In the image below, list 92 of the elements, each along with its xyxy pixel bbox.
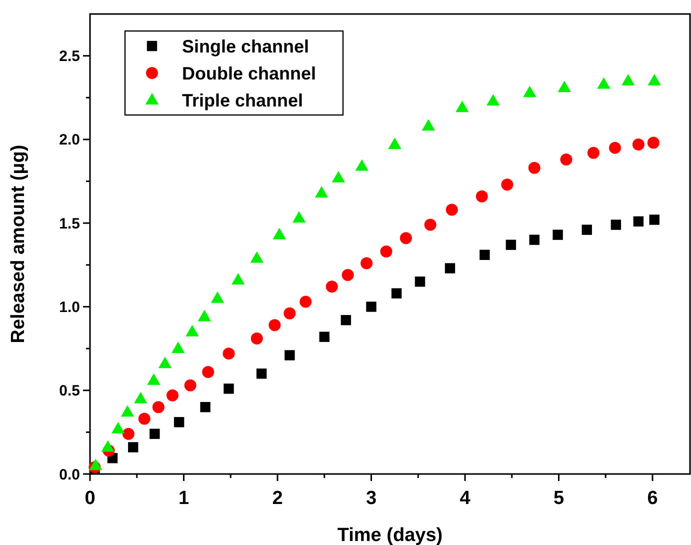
point	[332, 171, 346, 182]
point	[422, 119, 436, 131]
point	[122, 428, 134, 440]
x-axis-title: Time (days)	[337, 525, 443, 545]
point	[147, 373, 160, 385]
y-tick-label: 1.0	[59, 298, 80, 316]
y-tick-label: 1.5	[59, 215, 80, 232]
point	[424, 218, 436, 231]
point	[355, 159, 368, 171]
legend-label: Double channel	[182, 63, 316, 84]
x-tick-label: 2	[272, 488, 283, 509]
point	[272, 228, 286, 240]
point	[480, 250, 490, 260]
point	[200, 402, 210, 412]
point	[632, 138, 644, 150]
point	[582, 224, 592, 235]
point	[528, 162, 540, 174]
x-tick-label: 0	[84, 488, 96, 509]
point	[486, 94, 500, 106]
point	[292, 211, 306, 223]
point	[560, 154, 572, 166]
point	[284, 350, 295, 360]
point	[340, 315, 352, 326]
point	[647, 136, 660, 149]
point	[300, 296, 312, 308]
y-axis-title: Released amount (μg)	[8, 144, 29, 344]
point	[120, 405, 134, 417]
point	[284, 307, 296, 320]
point	[184, 379, 196, 392]
y-tick-label: 2.5	[59, 48, 80, 66]
point	[152, 401, 164, 414]
point	[446, 204, 458, 216]
point	[366, 302, 376, 312]
point	[523, 86, 536, 98]
point	[232, 273, 245, 284]
x-tick-label: 6	[647, 488, 658, 509]
point	[222, 348, 235, 360]
point	[380, 246, 392, 258]
point	[649, 214, 660, 225]
point	[112, 422, 125, 434]
point	[558, 80, 571, 92]
point	[476, 190, 488, 202]
point	[150, 428, 160, 439]
point	[89, 458, 102, 470]
x-tick-label: 1	[178, 488, 190, 509]
point	[250, 251, 264, 263]
point	[210, 291, 224, 303]
point	[456, 100, 469, 112]
point	[506, 240, 516, 250]
legend-label: Single channel	[182, 36, 310, 56]
point	[128, 442, 138, 452]
point	[256, 368, 267, 379]
point	[326, 280, 338, 293]
y-tick-label: 0.5	[59, 382, 80, 400]
point	[648, 74, 661, 86]
point	[224, 384, 234, 394]
point	[174, 417, 184, 428]
x-tick-label: 5	[553, 488, 564, 509]
point	[158, 356, 172, 368]
point	[172, 342, 185, 354]
point	[552, 230, 563, 240]
point	[138, 412, 150, 425]
x-tick-label: 4	[460, 488, 471, 509]
point	[101, 440, 114, 452]
point	[202, 366, 214, 378]
point	[610, 220, 622, 230]
point	[400, 232, 412, 244]
point	[587, 146, 600, 159]
point	[250, 332, 263, 345]
point	[166, 389, 178, 402]
point	[268, 319, 281, 332]
point	[360, 257, 373, 270]
y-tick-label: 2.0	[59, 132, 80, 149]
point	[314, 186, 328, 198]
point	[529, 234, 540, 245]
point	[391, 288, 402, 298]
point	[633, 216, 644, 227]
point	[134, 392, 148, 404]
y-tick-label: 0.0	[59, 466, 80, 484]
point	[198, 310, 211, 322]
point	[342, 268, 354, 281]
legend-label: Triple channel	[182, 90, 304, 110]
point	[444, 263, 456, 274]
x-tick-label: 3	[366, 488, 377, 509]
point	[414, 276, 426, 287]
point	[319, 332, 330, 342]
point	[597, 77, 610, 89]
point	[609, 142, 621, 154]
point	[388, 138, 402, 149]
point	[501, 178, 514, 191]
point	[186, 324, 199, 336]
point	[622, 74, 635, 86]
